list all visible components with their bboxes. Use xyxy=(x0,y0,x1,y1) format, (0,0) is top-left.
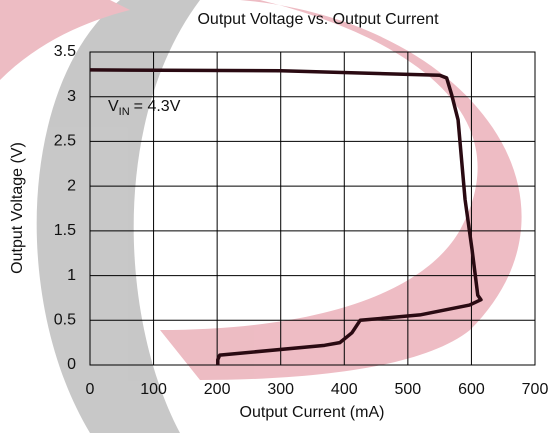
x-tick-label: 500 xyxy=(395,381,422,398)
chart-title: Output Voltage vs. Output Current xyxy=(197,11,439,28)
x-tick-label: 400 xyxy=(331,381,358,398)
watermark-pink xyxy=(160,0,522,380)
x-tick-label: 600 xyxy=(458,381,485,398)
x-tick-label: 700 xyxy=(522,381,549,398)
y-tick-label: 1 xyxy=(67,267,76,284)
watermark xyxy=(0,0,522,433)
annotation: VIN = 4.3V xyxy=(108,98,181,118)
x-axis-label: Output Current (mA) xyxy=(240,404,385,421)
x-tick-label: 0 xyxy=(86,381,95,398)
annotation-main: V xyxy=(108,98,119,115)
annotation-suffix: = 4.3V xyxy=(134,98,181,115)
watermark-pink xyxy=(0,0,130,80)
annotation-subscript: IN xyxy=(119,106,130,118)
plot-border xyxy=(89,51,536,366)
y-tick-label: 2.5 xyxy=(54,133,76,150)
y-tick-label: 1.5 xyxy=(54,222,76,239)
y-tick-label: 2 xyxy=(67,177,76,194)
data-line xyxy=(89,68,483,365)
y-tick-label: 0.5 xyxy=(54,312,76,329)
x-tick-label: 100 xyxy=(140,381,167,398)
x-tick-label: 300 xyxy=(267,381,294,398)
y-tick-label: 3 xyxy=(67,88,76,105)
x-tick-label: 200 xyxy=(204,381,231,398)
y-tick-label: 3.5 xyxy=(54,43,76,60)
watermark-gray xyxy=(36,0,201,433)
y-tick-label: 0 xyxy=(67,356,76,373)
y-axis-label: Output Voltage (V) xyxy=(9,142,26,274)
